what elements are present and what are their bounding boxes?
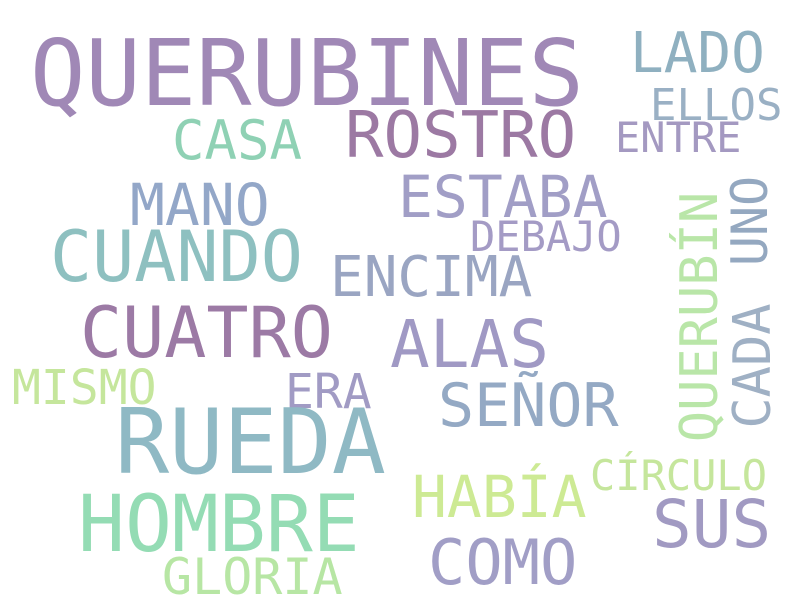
word-debajo: DEBAJO — [470, 212, 622, 261]
word-mano: MANO — [130, 171, 270, 239]
word-hombre: HOMBRE — [78, 480, 360, 570]
word-rostro: ROSTRO — [345, 99, 577, 173]
word-estaba: ESTABA — [398, 163, 608, 231]
word-casa: CASA — [172, 109, 303, 172]
word-encima: ENCIMA — [330, 245, 533, 310]
word-rueda: RUEDA — [115, 390, 386, 495]
word-cuatro: CUATRO — [80, 292, 333, 374]
word-sus: SUS — [652, 486, 772, 563]
word-lado: LADO — [630, 21, 765, 86]
word-uno: UNO — [721, 175, 779, 267]
word-cada: CADA — [723, 303, 783, 429]
word-senor: SEÑOR — [438, 371, 619, 441]
word-alas: ALAS — [390, 306, 549, 383]
word-como: COMO — [428, 526, 578, 599]
word-entre: ENTRE — [615, 113, 742, 162]
word-cuando: CUANDO — [50, 216, 303, 298]
word-habia: HABÍA — [412, 463, 587, 531]
word-era: ERA — [285, 364, 372, 420]
word-ellos: ELLOS — [650, 80, 783, 131]
word-mismo: MISMO — [12, 360, 157, 416]
word-querubin: QUERUBÍN — [670, 191, 730, 443]
word-gloria: GLORIA — [162, 548, 343, 600]
word-querubines: QUERUBINES — [30, 20, 584, 127]
word-circulo: CÍRCULO — [590, 451, 768, 500]
